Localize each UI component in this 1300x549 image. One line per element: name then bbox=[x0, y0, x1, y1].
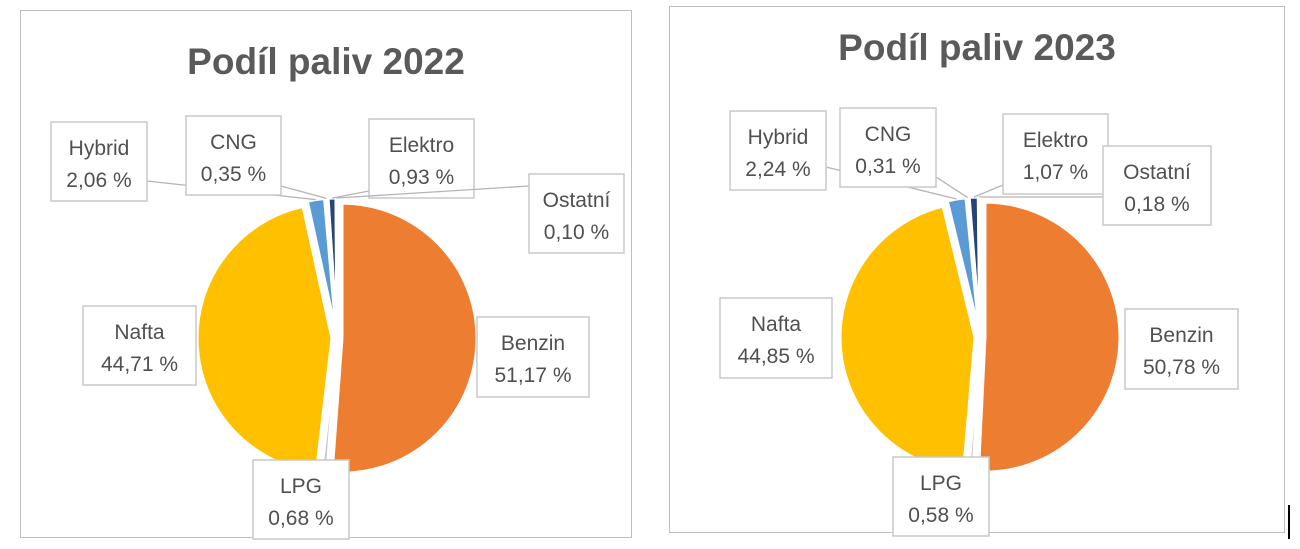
pie-slice-nafta bbox=[838, 204, 977, 474]
pie-chart-2023: Benzin 50,78 % LPG 0,58 % Nafta 44,85 % Hybrid… bbox=[719, 107, 1239, 537]
data-label-box-ostatni bbox=[1102, 145, 1212, 226]
chart-title: Podíl paliv 2023 bbox=[838, 27, 1116, 68]
pie-slice-ostatni bbox=[334, 196, 339, 335]
data-label-box-elektro bbox=[1002, 113, 1109, 195]
slice-name-ostatni: Ostatní bbox=[1123, 161, 1191, 184]
slice-value-hybrid: 2,06 % bbox=[66, 169, 131, 192]
slice-name-benzin: Benzin bbox=[1149, 324, 1213, 347]
data-label-box-hybrid bbox=[50, 121, 148, 202]
slice-value-benzin: 51,17 % bbox=[494, 364, 571, 387]
slice-value-nafta: 44,71 % bbox=[101, 353, 178, 376]
slice-value-ostatni: 0,18 % bbox=[1124, 193, 1189, 216]
pie-slice-ostatni bbox=[976, 195, 982, 334]
slice-value-elektro: 1,07 % bbox=[1023, 161, 1088, 184]
leader-line-elektro bbox=[331, 190, 370, 199]
slice-value-benzin: 50,78 % bbox=[1143, 356, 1220, 379]
chart-panel-2022: Podíl paliv 2022 Benzin 51,17 % LPG 0,68 % N… bbox=[20, 10, 632, 540]
slice-name-lpg: LPG bbox=[920, 472, 962, 495]
pie-slice-benzin bbox=[976, 200, 1122, 474]
chart-title: Podíl paliv 2022 bbox=[187, 41, 465, 82]
slice-value-hybrid: 2,24 % bbox=[745, 158, 810, 181]
slice-name-hybrid: Hybrid bbox=[748, 126, 809, 149]
slice-name-cng: CNG bbox=[210, 131, 257, 154]
data-label-box-ostatni bbox=[528, 173, 625, 254]
slice-name-elektro: Elektro bbox=[389, 134, 454, 157]
slice-name-benzin: Benzin bbox=[501, 332, 565, 355]
text-cursor bbox=[1288, 505, 1290, 539]
slice-name-cng: CNG bbox=[865, 123, 912, 146]
leader-line-cng bbox=[280, 185, 327, 200]
data-label-box-cng bbox=[185, 115, 282, 196]
pie-chart-2022: Benzin 51,17 % LPG 0,68 % Nafta 44,71 % Hybrid… bbox=[50, 115, 625, 540]
pie-slice-nafta bbox=[195, 204, 334, 474]
data-label-box-hybrid bbox=[729, 110, 827, 191]
data-label-box-elektro bbox=[368, 118, 475, 199]
data-label-box-lpg bbox=[892, 456, 990, 537]
leader-line-elektro bbox=[973, 184, 1004, 198]
leader-line-ostatni bbox=[336, 185, 530, 199]
data-label-box-benzin bbox=[1124, 308, 1239, 390]
slice-name-lpg: LPG bbox=[280, 475, 322, 498]
pie-slice-benzin bbox=[330, 201, 479, 475]
slice-value-ostatni: 0,10 % bbox=[544, 221, 609, 244]
data-label-box-nafta bbox=[719, 297, 833, 379]
slice-name-nafta: Nafta bbox=[751, 313, 802, 336]
chart-panel-2023: Podíl paliv 2023 Benzin 50,78 % LPG 0,58 % N… bbox=[669, 6, 1285, 537]
slice-name-hybrid: Hybrid bbox=[69, 137, 130, 160]
slice-value-cng: 0,35 % bbox=[201, 163, 266, 186]
data-label-box-lpg bbox=[252, 459, 350, 540]
data-label-box-cng bbox=[839, 107, 937, 188]
slice-value-lpg: 0,58 % bbox=[908, 504, 973, 527]
leader-line-cng bbox=[935, 176, 969, 199]
slice-name-ostatni: Ostatní bbox=[543, 189, 611, 212]
slice-name-elektro: Elektro bbox=[1023, 129, 1088, 152]
slice-value-lpg: 0,68 % bbox=[268, 507, 333, 530]
slice-value-cng: 0,31 % bbox=[855, 155, 920, 178]
slice-name-nafta: Nafta bbox=[114, 321, 165, 344]
data-label-box-benzin bbox=[476, 316, 590, 398]
slice-value-elektro: 0,93 % bbox=[389, 166, 454, 189]
data-label-box-nafta bbox=[82, 305, 197, 386]
slice-value-nafta: 44,85 % bbox=[737, 345, 814, 368]
